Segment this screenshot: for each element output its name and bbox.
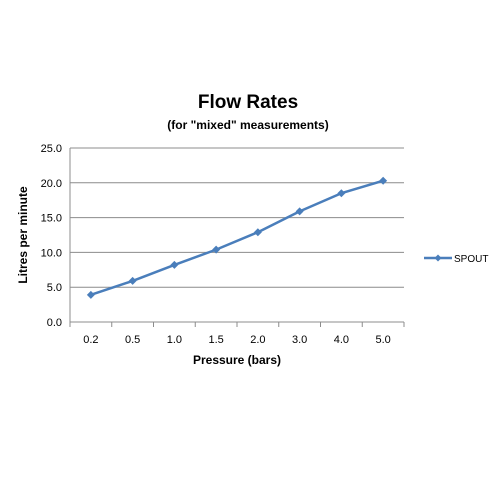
x-tick-label: 5.0	[375, 334, 390, 346]
x-tick-label: 0.2	[83, 334, 98, 346]
data-point	[253, 228, 262, 237]
x-axis-title: Pressure (bars)	[193, 353, 281, 367]
y-tick-label: 15.0	[41, 213, 62, 225]
y-tick-label: 20.0	[41, 178, 62, 190]
x-tick-label: 2.0	[250, 334, 265, 346]
x-tick-label: 1.0	[167, 334, 182, 346]
series-line-spout	[90, 179, 384, 297]
y-tick-label: 5.0	[47, 282, 62, 294]
data-point	[379, 176, 388, 185]
legend-marker-icon	[434, 254, 442, 262]
y-tick-label: 10.0	[41, 247, 62, 259]
data-point	[295, 207, 304, 216]
chart-title: Flow Rates	[197, 92, 299, 113]
data-point	[128, 276, 137, 285]
y-tick-label: 25.0	[41, 143, 62, 155]
data-point	[170, 260, 179, 269]
x-tick-label: 1.5	[208, 334, 223, 346]
x-tick-label: 3.0	[292, 334, 307, 346]
y-axis-title: Litres per minute	[16, 186, 30, 284]
chart-subtitle: (for "mixed" measurements)	[167, 118, 329, 132]
data-point	[86, 290, 95, 299]
x-tick-label: 4.0	[334, 334, 349, 346]
data-point	[337, 189, 346, 198]
y-tick-label: 0.0	[47, 317, 62, 329]
data-point	[212, 245, 221, 254]
legend-label: SPOUT	[454, 254, 488, 265]
x-tick-label: 0.5	[125, 334, 140, 346]
